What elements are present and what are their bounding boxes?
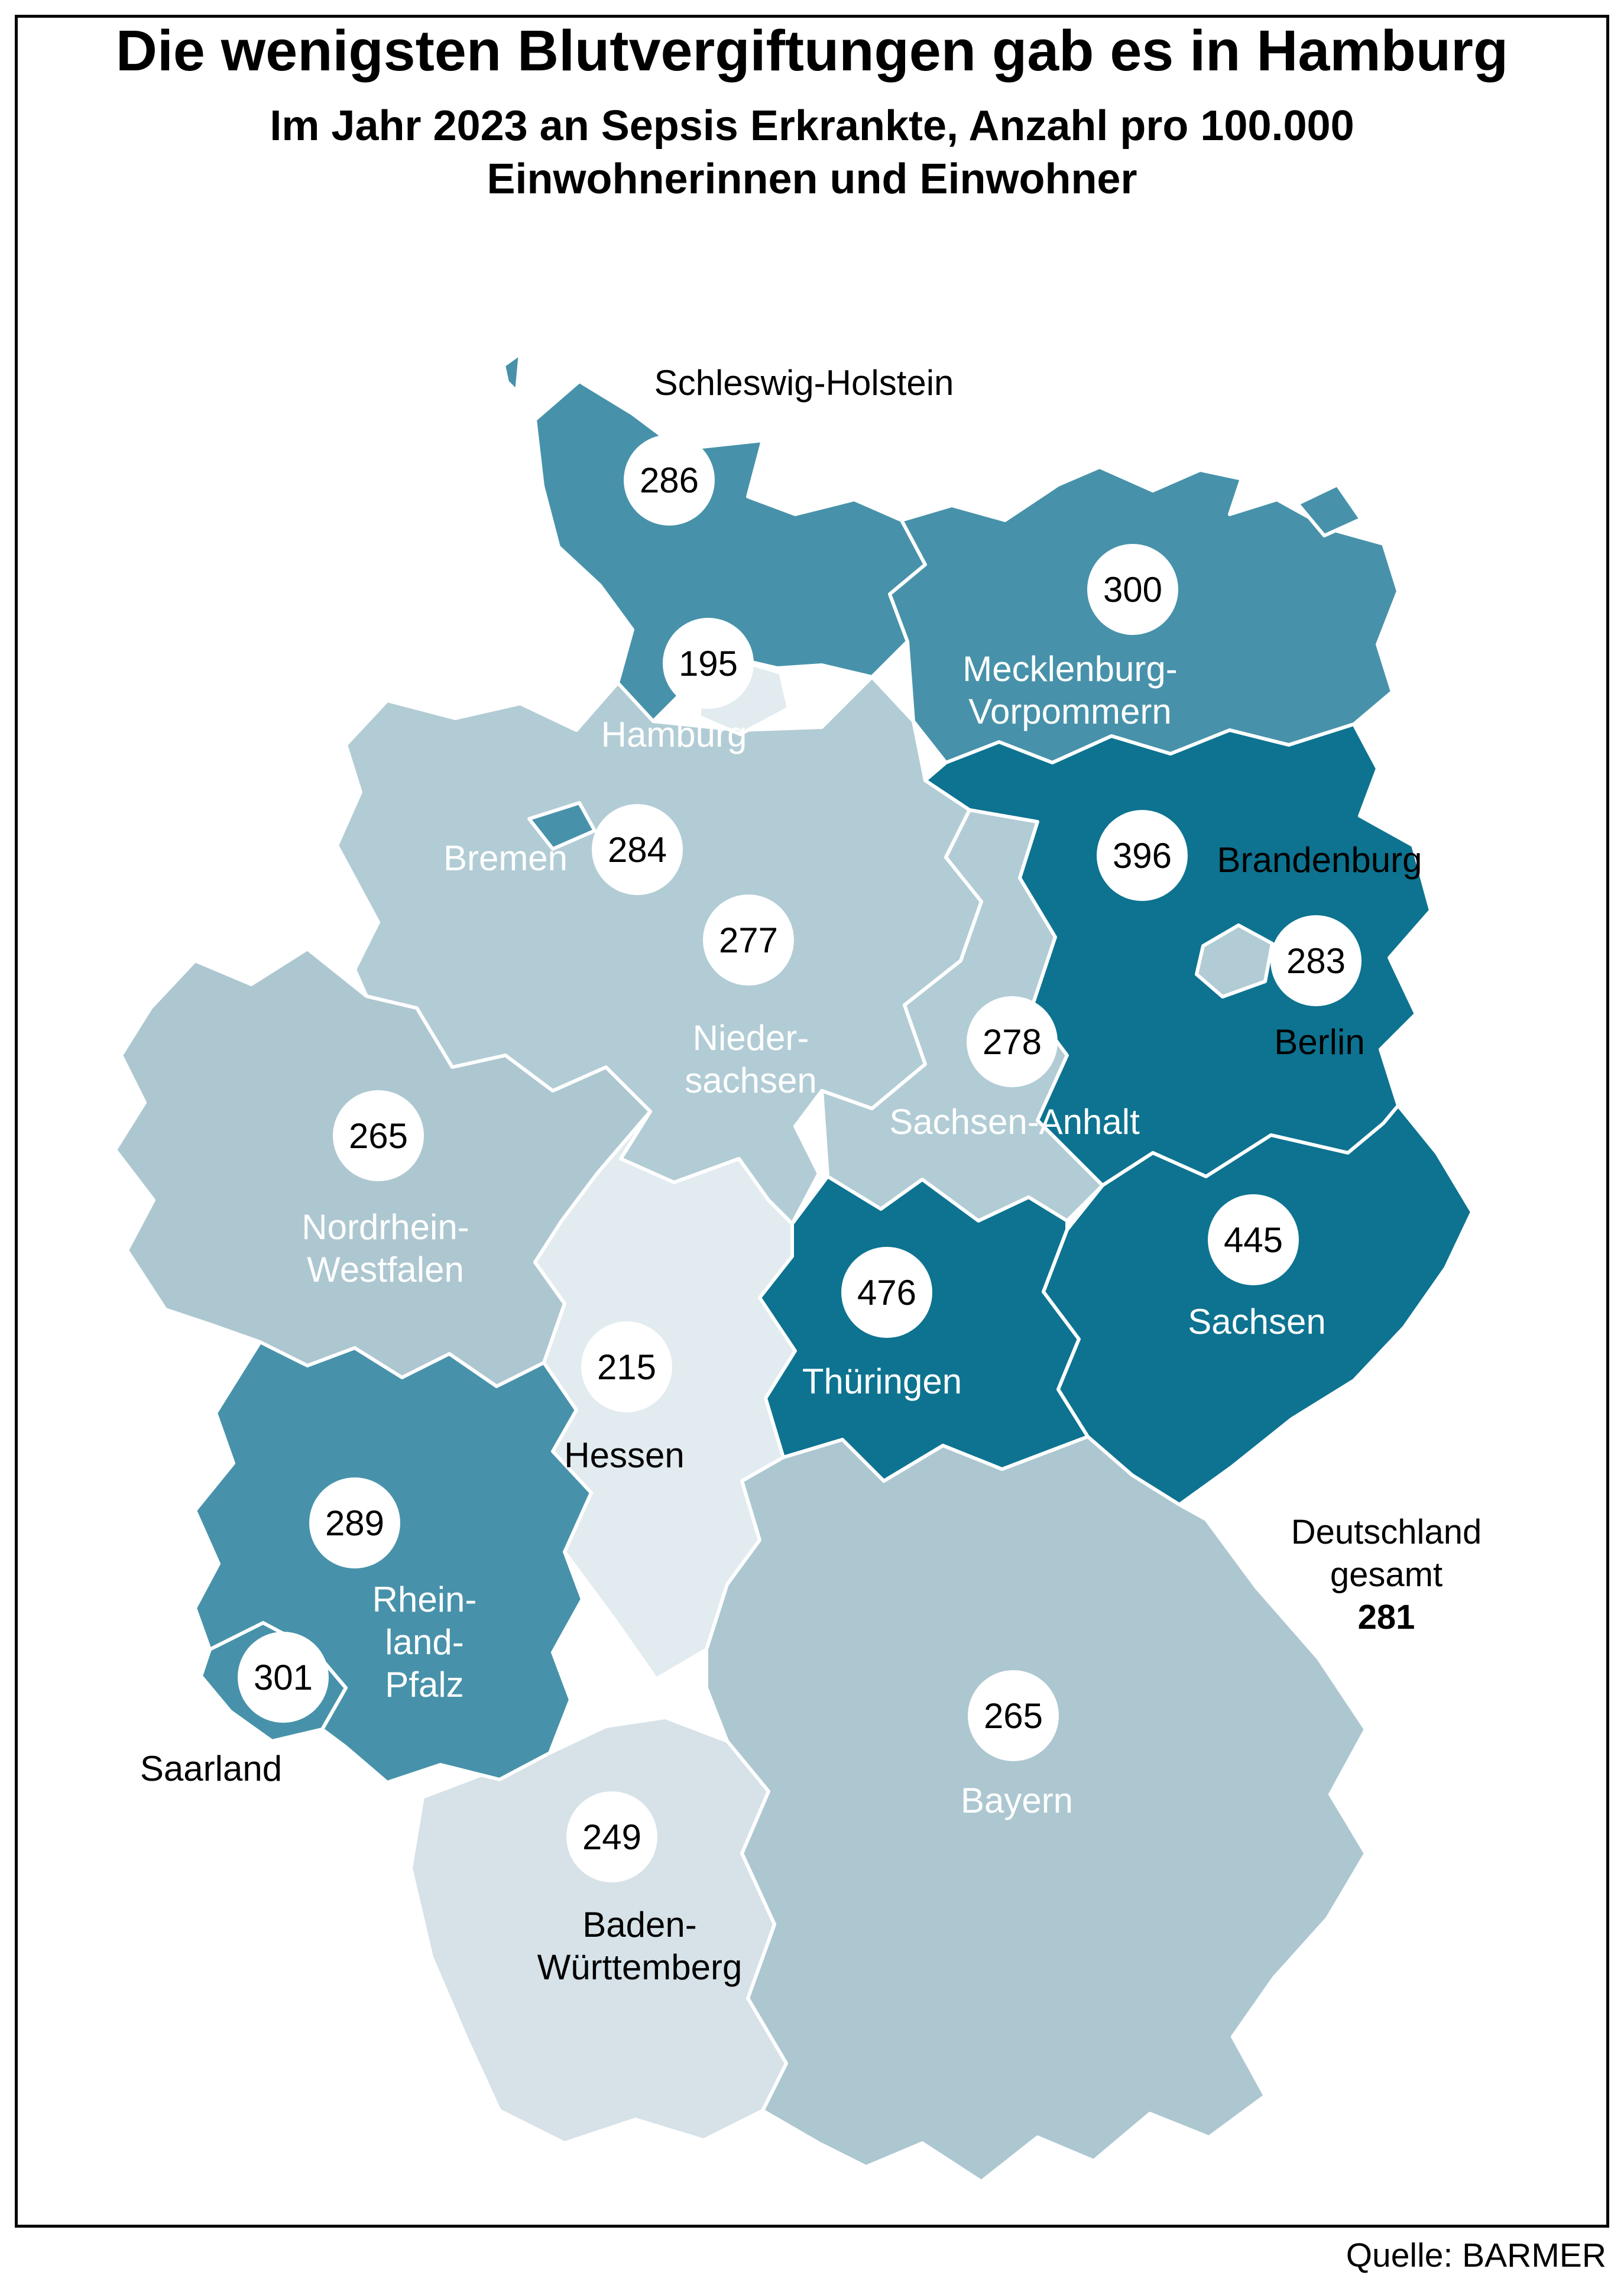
state-shape-berlin [1195, 923, 1274, 999]
value-label: 215 [597, 1347, 657, 1387]
state-shape-bremen [527, 801, 597, 851]
value-label: 265 [983, 1696, 1043, 1736]
state-label-saarland: Saarland [140, 1749, 283, 1788]
germany-total-label: Deutschland [1291, 1513, 1482, 1551]
value-label: 286 [639, 460, 699, 500]
value-label: 284 [607, 829, 667, 870]
state-shape-schleswig-holstein-tip [502, 352, 522, 393]
state-label-bremen: Bremen [443, 838, 568, 878]
value-label: 283 [1286, 941, 1346, 981]
value-badge-baden-wuerttemberg: 249 [566, 1791, 657, 1882]
source-credit: Quelle: BARMER [1346, 2237, 1606, 2274]
value-badge-saarland: 301 [238, 1632, 329, 1723]
value-label: 195 [678, 643, 738, 683]
state-label-baden-wuerttemberg: Baden- Württemberg [537, 1905, 743, 1987]
value-label: 249 [582, 1817, 642, 1857]
value-badge-mecklenburg-vorpommern: 300 [1087, 544, 1178, 635]
value-label: 396 [1112, 835, 1172, 876]
state-label-hessen: Hessen [564, 1435, 685, 1475]
value-badge-niedersachsen: 277 [703, 894, 794, 986]
value-badge-rheinland-pfalz: 289 [309, 1477, 400, 1568]
state-label-hamburg: Hamburg [601, 715, 747, 754]
value-label: 277 [718, 920, 779, 960]
state-shape-mecklenburg-island [1296, 483, 1363, 537]
state-shape-sachsen [1042, 1104, 1474, 1506]
state-label-bayern: Bayern [960, 1781, 1074, 1820]
value-label: 445 [1223, 1220, 1283, 1260]
value-badge-nordrhein-westfalen: 265 [333, 1090, 424, 1181]
value-badge-bayern: 265 [968, 1670, 1059, 1761]
value-badge-hessen: 215 [581, 1321, 672, 1412]
value-badge-hamburg: 195 [663, 618, 754, 709]
state-label-schleswig-holstein: Schleswig-Holstein [654, 363, 954, 403]
state-label-rheinland-pfalz: Rhein- land- Pfalz [372, 1580, 477, 1704]
chart-title: Die wenigsten Blutvergiftungen gab es in… [115, 18, 1509, 83]
germany-total-value: 281 [1357, 1598, 1415, 1636]
value-badge-brandenburg: 396 [1097, 810, 1188, 901]
value-badge-berlin: 283 [1270, 915, 1362, 1006]
state-label-sachsen: Sachsen [1188, 1302, 1326, 1341]
state-label-nordrhein-westfalen: Nordrhein- Westfalen [302, 1207, 469, 1289]
value-label: 278 [982, 1022, 1042, 1062]
germany-total-label: gesamt [1330, 1555, 1443, 1594]
value-label: 265 [348, 1116, 409, 1156]
value-label: 300 [1103, 569, 1163, 610]
germany-total: Deutschland gesamt 281 [1291, 1511, 1482, 1639]
state-label-niedersachsen: Nieder- sachsen [685, 1018, 817, 1100]
value-badge-sachsen: 445 [1208, 1194, 1299, 1285]
chart-subtitle: Im Jahr 2023 an Sepsis Erkrankte, Anzahl… [270, 102, 1354, 203]
state-shape-rheinland-pfalz [193, 1340, 593, 1784]
state-shape-baden-wuerttemberg [409, 1716, 788, 2145]
value-label: 476 [857, 1272, 917, 1312]
state-label-berlin: Berlin [1274, 1022, 1365, 1062]
value-badge-thueringen: 476 [841, 1247, 932, 1338]
state-label-sachsen-anhalt: Sachsen-Anhalt [889, 1102, 1140, 1142]
value-badge-sachsen-anhalt: 278 [967, 996, 1058, 1087]
value-label: 301 [253, 1657, 313, 1697]
state-label-brandenburg: Brandenburg [1217, 840, 1422, 880]
state-label-mecklenburg-vorpommern: Mecklenburg- Vorpommern [962, 649, 1178, 731]
state-shape-thueringen [758, 1175, 1090, 1483]
value-badge-schleswig-holstein: 286 [624, 435, 715, 526]
state-label-thueringen: Thüringen [802, 1362, 962, 1401]
value-badge-bremen: 284 [592, 804, 683, 895]
value-label: 289 [325, 1503, 385, 1543]
